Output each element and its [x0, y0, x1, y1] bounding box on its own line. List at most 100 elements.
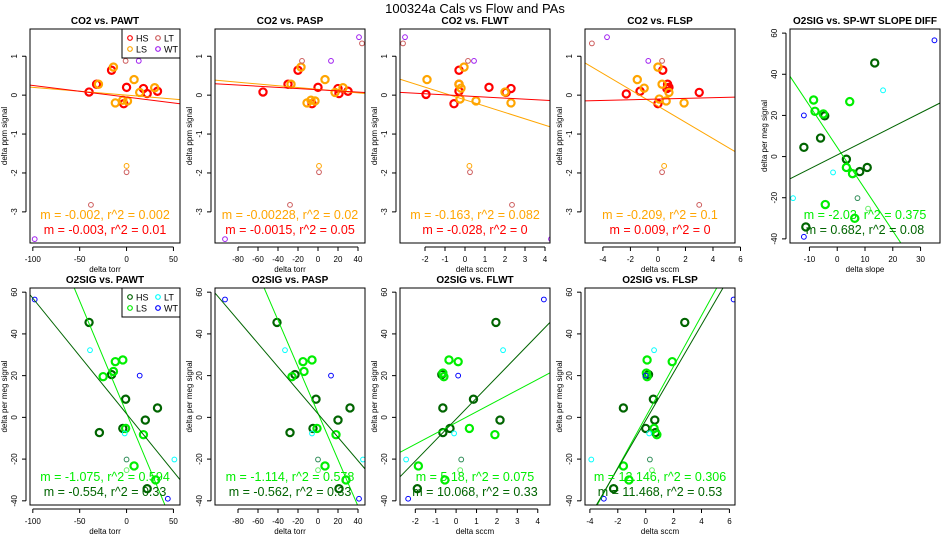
series-ls — [98, 355, 161, 485]
x-axis-label: delta torr — [274, 265, 306, 274]
fit-annotation-hs: m = -0.562, r^2 = 0.33 — [229, 485, 352, 499]
fit-line-hs — [585, 96, 735, 102]
chart-panel-3: CO2 vs. FLWT -2 -1 0 1 2 3 4 delta sccm -3 -2 -1 0 1 d… — [370, 16, 551, 274]
series-ls-small — [316, 163, 322, 169]
fit-annotation-ls: m = -1.114, r^2 = 0.578 — [226, 470, 355, 484]
x-tick-label: 0 — [124, 255, 129, 264]
x-tick-label: -100 — [25, 255, 42, 264]
data-point — [282, 347, 288, 354]
series-hs — [272, 317, 355, 494]
series-lt — [403, 347, 506, 463]
series-wt — [405, 296, 547, 502]
data-point — [440, 475, 450, 485]
data-point — [315, 467, 321, 474]
legend-marker — [127, 294, 133, 300]
data-point — [331, 429, 341, 440]
y-tick-label: -2 — [195, 169, 204, 177]
y-tick-label: 0 — [380, 415, 389, 420]
chart-title: O2SIG vs. FLSP — [622, 275, 698, 286]
y-tick-label: -3 — [10, 208, 19, 216]
data-point — [444, 355, 454, 365]
data-point — [540, 296, 547, 303]
fit-annotation-ls: m = -2.03, r^2 = 0.375 — [804, 208, 927, 222]
fit-line-hs — [400, 322, 550, 478]
data-point — [308, 423, 318, 434]
y-axis-label: delta ppm signal — [185, 107, 194, 165]
data-point — [222, 296, 228, 303]
y-tick-label: 1 — [565, 53, 574, 58]
data-point — [500, 347, 506, 354]
data-point — [285, 427, 295, 438]
fit-annotation-hs: m = -0.003, r^2 = 0.01 — [44, 223, 167, 237]
legend-label: WT — [164, 45, 178, 55]
x-axis-label: delta torr — [89, 265, 121, 274]
plot-frame — [29, 287, 181, 506]
x-tick-label: -50 — [74, 517, 86, 526]
y-axis: -40 -20 0 20 40 60 delta per meg signal — [760, 28, 787, 245]
x-tick-label: 50 — [169, 517, 178, 526]
y-tick-label: 20 — [10, 371, 19, 380]
y-tick-label: 0 — [770, 154, 779, 159]
plot-frame — [789, 28, 941, 244]
x-tick-label: -80 — [232, 517, 244, 526]
series-wt — [222, 296, 362, 502]
y-tick-label: 20 — [195, 371, 204, 380]
data-point — [484, 82, 494, 93]
data-point — [330, 87, 340, 98]
chart-panel-6: O2SIG vs. PAWT -100 -50 0 50 delta torr -40 -20… — [0, 275, 181, 536]
x-tick-label: -1 — [432, 517, 440, 526]
fit-annotation-ls: m = 5.18, r^2 = 0.075 — [416, 470, 534, 484]
series-wt — [604, 34, 652, 64]
y-tick-label: -3 — [565, 208, 574, 216]
data-point — [454, 79, 464, 89]
series-wt — [31, 58, 142, 243]
fit-annotation-hs: m = 10.068, r^2 = 0.33 — [412, 485, 537, 499]
data-point — [661, 163, 668, 169]
x-axis: -80 -60 -40 -20 0 20 40 delta torr — [232, 508, 363, 536]
series-lt — [88, 58, 130, 208]
data-point — [639, 83, 649, 93]
data-point — [608, 484, 619, 494]
series-ls-small — [466, 163, 473, 169]
data-point — [306, 95, 316, 105]
data-point — [121, 82, 132, 93]
fit-line-ls — [400, 372, 550, 453]
series-lt — [790, 87, 886, 202]
fit-annotation-ls: m = -0.002, r^2 = 0.002 — [40, 208, 170, 222]
x-tick-label: 4 — [699, 517, 704, 526]
chart-title: O2SIG vs. FLWT — [436, 275, 513, 286]
data-point — [316, 169, 322, 176]
series-ls — [618, 355, 677, 485]
y-tick-label: -20 — [380, 453, 389, 465]
chart-title: CO2 vs. FLWT — [441, 16, 508, 27]
chart-panel-5: O2SIG vs. SP-WT SLOPE DIFF -10 0 10 20 30 delt… — [760, 16, 941, 274]
data-point — [830, 169, 836, 176]
data-point — [799, 142, 809, 153]
data-point — [123, 467, 130, 474]
y-tick-label: -1 — [195, 130, 204, 138]
data-point — [400, 40, 406, 47]
data-point — [405, 495, 412, 502]
data-point — [880, 87, 886, 94]
series-ls — [808, 95, 860, 224]
y-axis: -40 -20 0 20 40 60 delta per meg signal — [185, 287, 212, 507]
y-axis-label: delta ppm signal — [370, 107, 379, 165]
data-point — [800, 112, 807, 119]
data-point — [459, 62, 469, 72]
x-axis: -80 -60 -40 -20 0 20 40 delta torr — [232, 246, 363, 274]
data-point — [457, 467, 464, 474]
x-tick-label: -2 — [614, 517, 622, 526]
fit-line-ls — [263, 288, 359, 505]
data-point — [222, 236, 228, 243]
y-tick-label: -20 — [565, 453, 574, 465]
y-tick-label: -2 — [10, 169, 19, 177]
fit-annotation-hs: m = -0.028, r^2 = 0 — [422, 223, 527, 237]
plot-area — [790, 37, 940, 243]
fit-line-hs — [595, 288, 724, 505]
y-tick-label: 20 — [565, 371, 574, 380]
legend-marker — [155, 46, 161, 52]
series-hs-small — [854, 195, 861, 202]
x-tick-label: -50 — [74, 255, 86, 264]
figure-title: 100324a Cals vs Flow and PAs — [385, 1, 565, 16]
